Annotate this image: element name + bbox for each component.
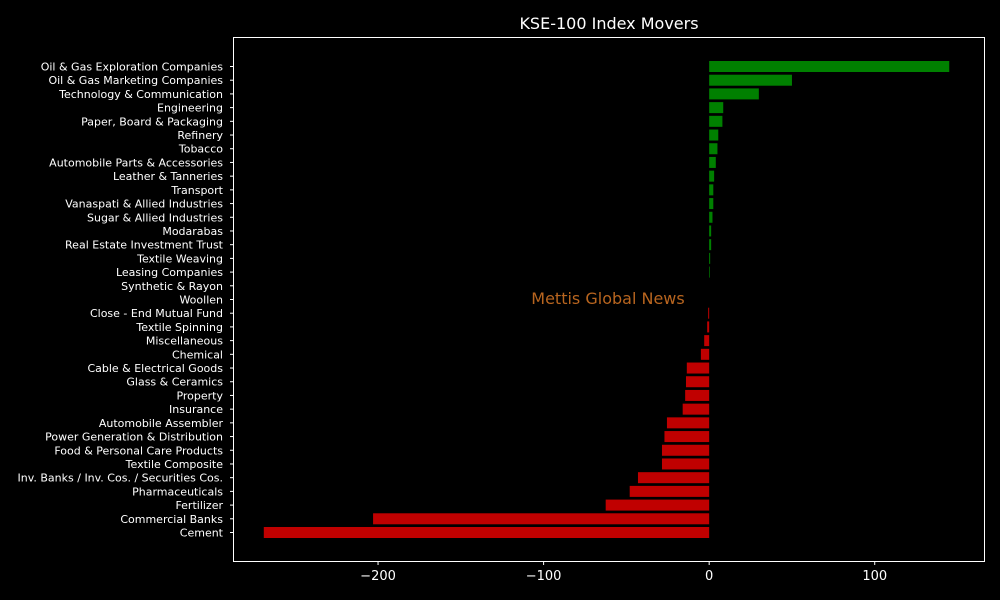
bar <box>637 472 710 484</box>
bar <box>709 239 712 251</box>
plot-area <box>233 37 985 562</box>
x-tick-label: −100 <box>526 569 562 584</box>
bar <box>709 74 792 86</box>
category-label: Transport <box>170 184 223 197</box>
bar <box>666 417 710 429</box>
bar <box>700 348 710 360</box>
category-label: Tobacco <box>178 143 223 156</box>
bar <box>704 335 710 347</box>
x-axis-ticks: −200 −100 0 100 <box>360 561 887 584</box>
bar <box>709 129 719 141</box>
category-label: Real Estate Investment Trust <box>65 239 224 252</box>
category-label: Pharmaceuticals <box>132 485 223 498</box>
bar <box>629 485 710 497</box>
bar <box>708 307 710 319</box>
bar <box>373 513 710 525</box>
category-label: Miscellaneous <box>146 335 223 348</box>
category-label: Oil & Gas Marketing Companies <box>48 74 223 87</box>
bar <box>263 527 710 538</box>
bar <box>709 61 950 72</box>
category-label: Commercial Banks <box>120 513 223 526</box>
bars-group <box>263 61 950 538</box>
category-label: Automobile Parts & Accessories <box>49 156 223 169</box>
bar <box>709 102 724 114</box>
category-label: Automobile Assembler <box>99 417 224 430</box>
category-label: Power Generation & Distribution <box>45 431 223 444</box>
bar <box>664 431 710 443</box>
category-label: Glass & Ceramics <box>126 376 223 389</box>
category-label: Chemical <box>172 348 223 361</box>
bar <box>709 225 712 237</box>
watermark-text: Mettis Global News <box>531 289 684 308</box>
category-label: Leather & Tanneries <box>113 170 223 183</box>
bar <box>661 458 710 470</box>
category-label: Cable & Electrical Goods <box>87 362 223 375</box>
bar <box>682 403 710 415</box>
bar <box>709 266 710 278</box>
bar <box>605 499 710 511</box>
x-tick-label: −200 <box>360 569 396 584</box>
category-label: Woollen <box>179 294 223 307</box>
category-label: Food & Personal Care Products <box>54 444 223 457</box>
category-label: Technology & Communication <box>58 88 223 101</box>
category-label: Textile Composite <box>125 458 224 471</box>
bar <box>709 115 723 127</box>
category-label: Paper, Board & Packaging <box>81 115 223 128</box>
category-label: Synthetic & Rayon <box>121 280 223 293</box>
category-label: Oil & Gas Exploration Companies <box>41 61 224 74</box>
x-tick-label: 100 <box>862 569 887 584</box>
category-label: Property <box>176 389 223 402</box>
bar <box>686 362 710 374</box>
bar <box>709 252 711 264</box>
category-label: Textile Spinning <box>135 321 223 334</box>
category-label: Modarabas <box>162 225 223 238</box>
bar <box>707 321 710 333</box>
category-label: Fertilizer <box>175 499 223 512</box>
bar <box>709 198 714 210</box>
category-label: Refinery <box>177 129 223 142</box>
bar <box>661 444 710 456</box>
bar <box>685 389 710 401</box>
category-label: Vanaspati & Allied Industries <box>65 198 223 211</box>
x-tick-label: 0 <box>705 569 713 584</box>
category-label: Inv. Banks / Inv. Cos. / Securities Cos. <box>18 472 223 485</box>
category-label: Close - End Mutual Fund <box>90 307 223 320</box>
bar <box>709 88 759 100</box>
category-label: Engineering <box>157 102 223 115</box>
bar <box>685 376 710 388</box>
bar <box>709 143 718 155</box>
category-label: Insurance <box>169 403 223 416</box>
category-label: Cement <box>180 527 224 540</box>
category-label: Sugar & Allied Industries <box>87 211 223 224</box>
bar <box>709 211 713 223</box>
category-label: Textile Weaving <box>136 252 223 265</box>
bar <box>709 156 716 168</box>
bar <box>709 184 714 196</box>
bar <box>709 170 715 182</box>
chart-title: KSE-100 Index Movers <box>519 14 698 33</box>
category-label: Leasing Companies <box>116 266 223 279</box>
